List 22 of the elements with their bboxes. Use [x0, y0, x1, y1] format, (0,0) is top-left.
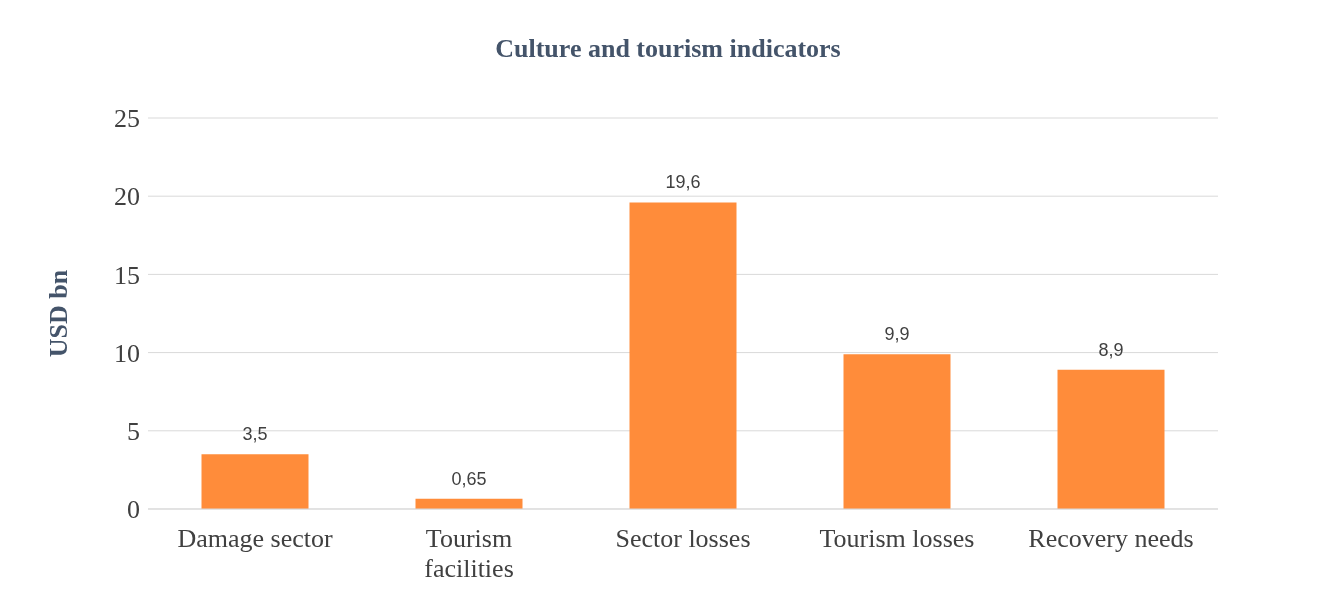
data-label: 19,6 — [665, 172, 701, 193]
y-tick-label: 0 — [127, 495, 140, 525]
data-label: 3,5 — [242, 424, 268, 445]
x-tick-label: Tourism losses — [819, 524, 975, 553]
bar — [201, 454, 309, 509]
y-tick-label: 25 — [114, 104, 140, 134]
data-label: 9,9 — [884, 324, 910, 345]
y-tick-label: 5 — [127, 417, 140, 447]
y-axis-title: USD bn — [44, 269, 74, 358]
x-tick-label: Recovery needs — [1028, 524, 1194, 553]
bar — [843, 354, 951, 509]
y-tick-label: 20 — [114, 182, 140, 212]
y-tick-label: 10 — [114, 338, 140, 368]
x-tick-label: Sector losses — [615, 524, 751, 553]
data-label: 8,9 — [1098, 339, 1124, 360]
y-tick-label: 15 — [114, 260, 140, 290]
bar — [1057, 369, 1165, 509]
chart-title: Culture and tourism indicators — [494, 34, 842, 64]
x-tick-label: Tourism facilities — [424, 524, 514, 583]
data-label: 0,65 — [451, 468, 487, 489]
bar — [629, 202, 737, 509]
x-tick-label: Damage sector — [177, 524, 333, 553]
